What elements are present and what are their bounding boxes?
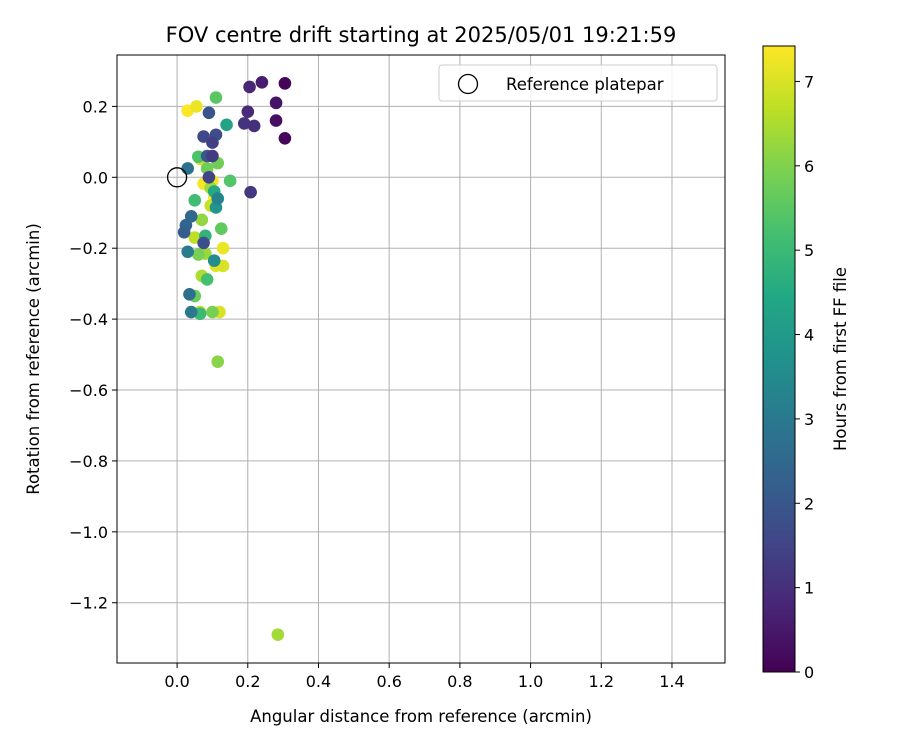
x-tick-label: 1.2	[589, 672, 614, 691]
scatter-point	[181, 162, 194, 175]
scatter-points	[177, 75, 292, 641]
y-tick-label: −0.6	[69, 381, 108, 400]
reference-marker-group	[166, 167, 188, 188]
scatter-point	[214, 222, 228, 236]
x-tick-label: 0.2	[235, 672, 260, 691]
scatter-point	[255, 75, 269, 89]
scatter-point	[195, 213, 209, 227]
scatter-point	[202, 171, 216, 184]
colorbar-tick-label: 6	[804, 157, 814, 176]
colorbar-tick-label: 3	[804, 410, 814, 429]
scatter-point	[197, 130, 210, 143]
legend-reference-marker	[457, 73, 479, 95]
y-tick-label: 0.0	[83, 168, 108, 187]
x-tick-label: 0.0	[164, 672, 189, 691]
colorbar-gradient	[762, 45, 796, 673]
scatter-point	[269, 96, 283, 110]
y-tick-label: −1.0	[69, 523, 108, 542]
x-tick-label: 0.8	[447, 672, 472, 691]
colorbar-tick-label: 4	[804, 326, 814, 345]
x-tick-label: 1.4	[659, 672, 684, 691]
scatter-point	[271, 628, 285, 641]
legend-box	[438, 64, 718, 102]
scatter-point	[200, 273, 214, 286]
y-tick-label: −1.2	[69, 594, 108, 613]
scatter-point	[181, 245, 194, 259]
plot-frame	[116, 54, 726, 664]
colorbar-label: Hours from first FF file	[831, 267, 850, 451]
scatter-point	[241, 105, 255, 119]
scatter-point	[202, 106, 216, 120]
scatter-point	[223, 174, 237, 188]
scatter-point	[209, 91, 223, 104]
scatter-point	[244, 185, 257, 199]
legend: Reference platepar	[438, 64, 718, 102]
colorbar-tick-label: 7	[804, 72, 814, 91]
scatter-point	[188, 194, 202, 207]
scatter-point	[247, 119, 261, 133]
x-tick-label: 1.0	[518, 672, 543, 691]
scatter-point	[206, 305, 219, 319]
scatter-point	[269, 114, 283, 127]
scatter-point	[211, 192, 225, 205]
colorbar-tick-label: 2	[804, 494, 814, 513]
scatter-point	[220, 118, 233, 132]
scatter-point	[211, 355, 225, 368]
y-tick-label: −0.2	[69, 239, 108, 258]
scatter-point	[278, 77, 292, 90]
scatter-point	[190, 100, 203, 113]
reference-marker	[166, 167, 188, 188]
colorbar-tick-label: 0	[804, 663, 814, 682]
x-tick-label: 0.6	[376, 672, 401, 691]
scatter-point	[192, 248, 205, 261]
y-axis-label: Rotation from reference (arcmin)	[24, 223, 43, 495]
scatter-point	[206, 149, 219, 163]
scatter-point	[197, 236, 210, 250]
scatter-point	[243, 80, 256, 94]
colorbar-tick-label: 1	[804, 579, 814, 598]
chart-title: FOV centre drift starting at 2025/05/01 …	[166, 23, 677, 47]
scatter-point	[177, 225, 191, 239]
x-axis-label: Angular distance from reference (arcmin)	[250, 707, 592, 726]
scatter-point	[237, 117, 251, 130]
scatter-point	[206, 136, 219, 149]
legend-entry-reference: Reference platepar	[506, 75, 664, 94]
scatter-point	[183, 288, 196, 301]
y-tick-label: −0.8	[69, 452, 108, 471]
colorbar-tick-label: 5	[804, 241, 814, 260]
y-tick-label: 0.2	[83, 97, 108, 116]
scatter-point	[216, 241, 230, 255]
scatter-point	[184, 305, 198, 319]
y-axis-ticks: 0.2 0.0 −0.2 −0.4 −0.6 −0.8 −1.0 −1.2	[69, 97, 117, 613]
y-tick-label: −0.4	[69, 310, 108, 329]
scatter-point	[278, 132, 292, 145]
colorbar-ticks: 0 1 2 3 4 5 6 7	[795, 72, 814, 682]
x-axis-ticks: 0.0 0.2 0.4 0.6 0.8 1.0 1.2 1.4	[164, 663, 685, 691]
scatter-point	[207, 254, 221, 267]
x-tick-label: 0.4	[306, 672, 331, 691]
colorbar: 0 1 2 3 4 5 6 7 Hours from first FF file	[762, 45, 850, 682]
